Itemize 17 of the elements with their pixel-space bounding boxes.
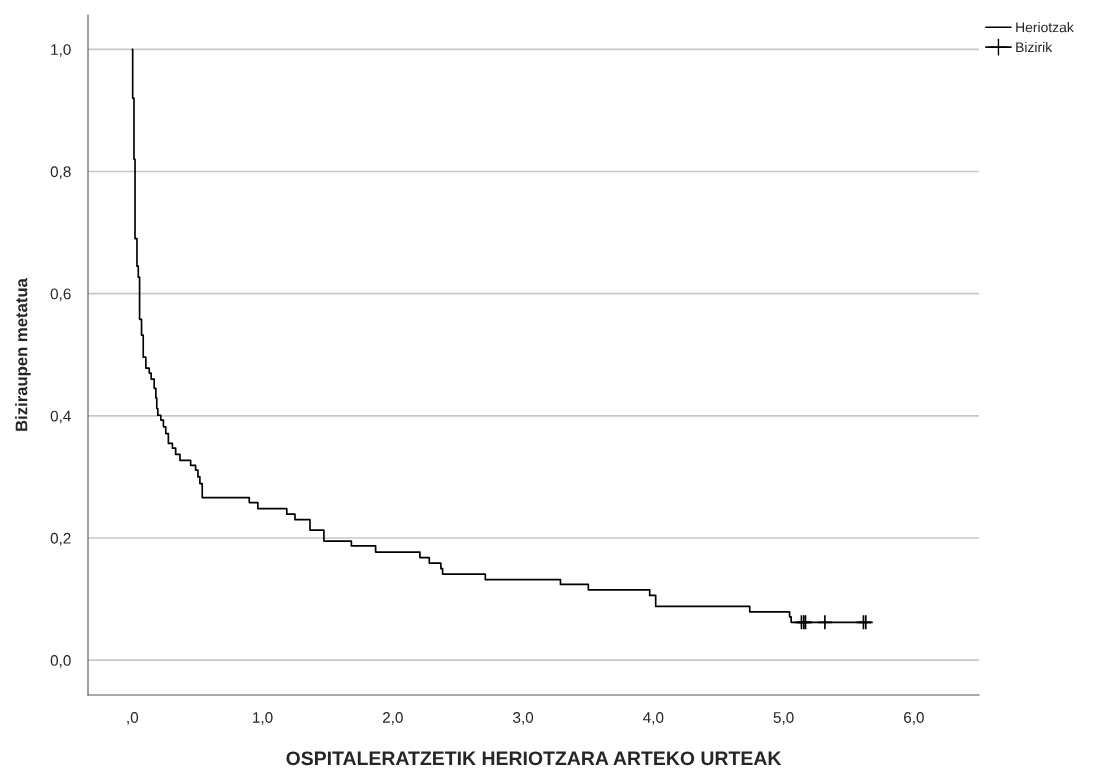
x-tick-label: 1,0 <box>253 712 273 725</box>
legend-label: Bizirik <box>1016 41 1053 52</box>
x-tick-label: 6,0 <box>904 712 924 725</box>
legend-label: Heriotzak <box>1016 22 1074 33</box>
y-tick-label: 0,4 <box>50 410 71 424</box>
y-tick-label: 0,6 <box>50 288 71 302</box>
x-tick-label: 3,0 <box>513 712 534 725</box>
y-tick-label: 0,2 <box>50 532 71 546</box>
x-tick-label: 5,0 <box>773 712 794 725</box>
x-tick-label: ,0 <box>127 712 139 725</box>
y-tick-label: 1,0 <box>51 44 71 57</box>
x-tick-label: 2,0 <box>382 712 403 725</box>
x-tick-label: 4,0 <box>643 712 664 725</box>
x-axis-title: OSPITALERATZETIK HERIOTZARA ARTEKO URTEAK <box>286 751 782 766</box>
y-tick-label: 0,8 <box>50 166 71 179</box>
y-axis-title: Biziraupen metatua <box>15 278 31 431</box>
y-tick-label: 0,0 <box>50 655 71 668</box>
